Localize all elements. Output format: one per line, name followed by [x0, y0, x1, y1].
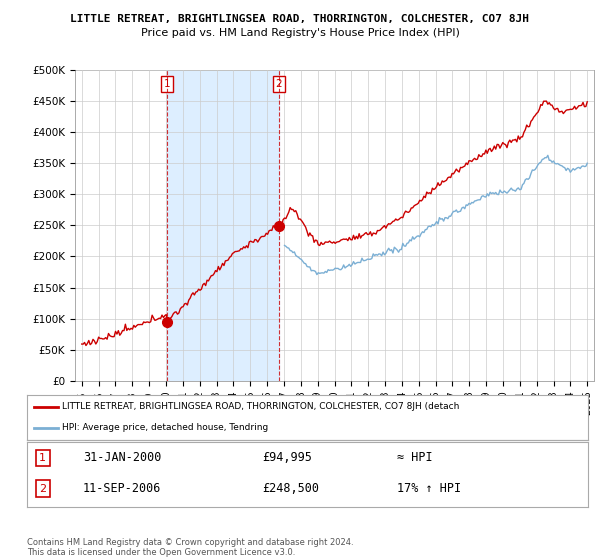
- Text: Contains HM Land Registry data © Crown copyright and database right 2024.
This d: Contains HM Land Registry data © Crown c…: [27, 538, 353, 557]
- Text: LITTLE RETREAT, BRIGHTLINGSEA ROAD, THORRINGTON, COLCHESTER, CO7 8JH: LITTLE RETREAT, BRIGHTLINGSEA ROAD, THOR…: [71, 14, 530, 24]
- Text: 1: 1: [164, 79, 170, 89]
- Text: £94,995: £94,995: [263, 451, 313, 464]
- Text: 11-SEP-2006: 11-SEP-2006: [83, 482, 161, 495]
- Text: 2: 2: [39, 484, 46, 494]
- Text: Price paid vs. HM Land Registry's House Price Index (HPI): Price paid vs. HM Land Registry's House …: [140, 28, 460, 38]
- Text: 1: 1: [39, 453, 46, 463]
- Text: 31-JAN-2000: 31-JAN-2000: [83, 451, 161, 464]
- Text: 2: 2: [276, 79, 283, 89]
- Bar: [167, 70, 279, 381]
- Text: ≈ HPI: ≈ HPI: [397, 451, 433, 464]
- Text: 17% ↑ HPI: 17% ↑ HPI: [397, 482, 461, 495]
- Text: LITTLE RETREAT, BRIGHTLINGSEA ROAD, THORRINGTON, COLCHESTER, CO7 8JH (detach: LITTLE RETREAT, BRIGHTLINGSEA ROAD, THOR…: [62, 403, 459, 412]
- Text: HPI: Average price, detached house, Tendring: HPI: Average price, detached house, Tend…: [62, 423, 268, 432]
- Text: £248,500: £248,500: [263, 482, 320, 495]
